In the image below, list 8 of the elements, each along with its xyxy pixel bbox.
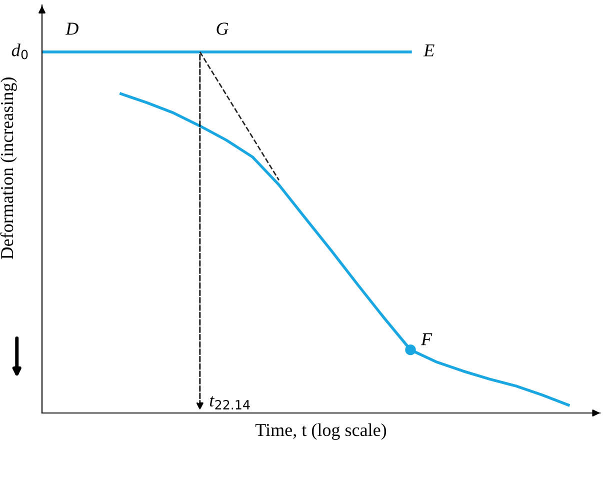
annotation: E — [423, 44, 434, 56]
annotation: t$_{22.14}$ — [210, 396, 250, 410]
text: d$_{0}$ — [12, 44, 28, 60]
x-axis-title: Time, t (log scale) — [255, 423, 386, 440]
y-axis-title: Deformation (increasing) — [0, 78, 17, 260]
annotation: F — [420, 333, 432, 346]
text: G — [216, 22, 228, 35]
text: D — [65, 22, 78, 35]
